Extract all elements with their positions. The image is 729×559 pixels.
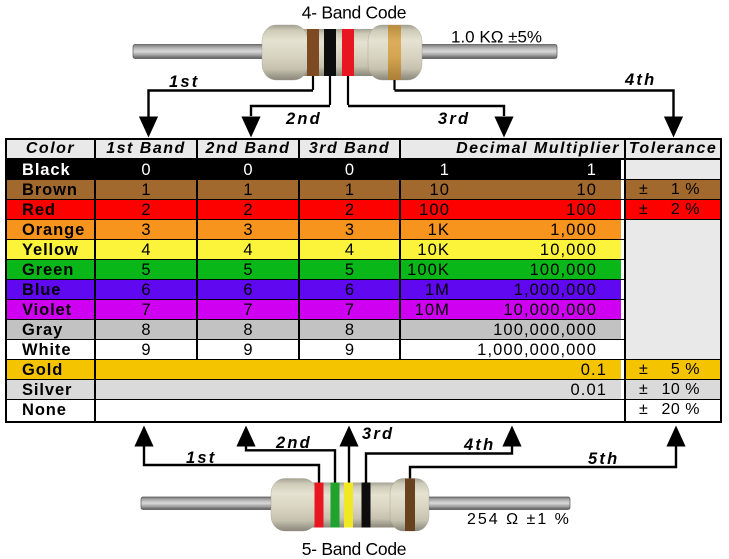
svg-text:3rd: 3rd bbox=[362, 425, 394, 443]
svg-text:1st: 1st bbox=[169, 73, 199, 91]
svg-text:1.0 KΩ ±5%: 1.0 KΩ ±5% bbox=[451, 28, 542, 47]
svg-text:5- Band Code: 5- Band Code bbox=[302, 539, 406, 559]
svg-text:1st: 1st bbox=[186, 449, 216, 467]
svg-text:2nd: 2nd bbox=[275, 434, 312, 452]
svg-text:4th: 4th bbox=[624, 71, 656, 89]
svg-text:2nd: 2nd bbox=[285, 110, 322, 128]
svg-text:4th: 4th bbox=[463, 436, 495, 454]
svg-text:3rd: 3rd bbox=[438, 110, 470, 128]
svg-text:4- Band Code: 4- Band Code bbox=[302, 3, 406, 23]
svg-text:254 Ω ±1 %: 254 Ω ±1 % bbox=[467, 511, 571, 528]
svg-text:5th: 5th bbox=[588, 450, 619, 468]
